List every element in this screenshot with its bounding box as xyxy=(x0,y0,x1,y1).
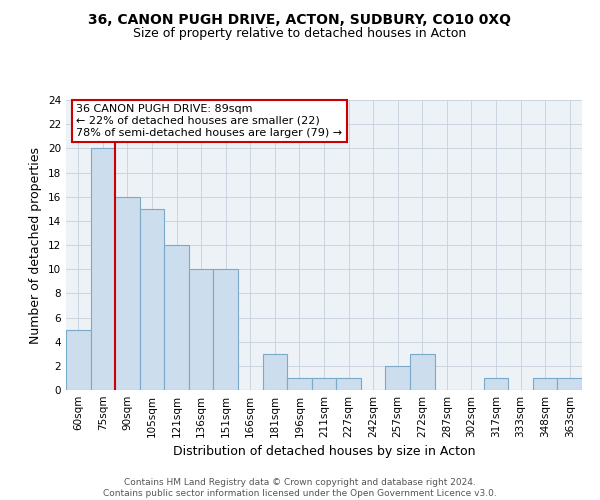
Bar xyxy=(410,354,434,390)
Bar xyxy=(287,378,312,390)
Bar xyxy=(484,378,508,390)
Bar xyxy=(533,378,557,390)
X-axis label: Distribution of detached houses by size in Acton: Distribution of detached houses by size … xyxy=(173,446,475,458)
Bar xyxy=(336,378,361,390)
Bar xyxy=(140,209,164,390)
Text: Contains HM Land Registry data © Crown copyright and database right 2024.
Contai: Contains HM Land Registry data © Crown c… xyxy=(103,478,497,498)
Text: Size of property relative to detached houses in Acton: Size of property relative to detached ho… xyxy=(133,28,467,40)
Bar xyxy=(385,366,410,390)
Bar xyxy=(214,269,238,390)
Bar xyxy=(164,245,189,390)
Bar xyxy=(66,330,91,390)
Y-axis label: Number of detached properties: Number of detached properties xyxy=(29,146,43,344)
Bar xyxy=(91,148,115,390)
Bar xyxy=(312,378,336,390)
Bar xyxy=(263,354,287,390)
Bar xyxy=(115,196,140,390)
Bar xyxy=(557,378,582,390)
Text: 36, CANON PUGH DRIVE, ACTON, SUDBURY, CO10 0XQ: 36, CANON PUGH DRIVE, ACTON, SUDBURY, CO… xyxy=(89,12,511,26)
Text: 36 CANON PUGH DRIVE: 89sqm
← 22% of detached houses are smaller (22)
78% of semi: 36 CANON PUGH DRIVE: 89sqm ← 22% of deta… xyxy=(76,104,343,138)
Bar xyxy=(189,269,214,390)
